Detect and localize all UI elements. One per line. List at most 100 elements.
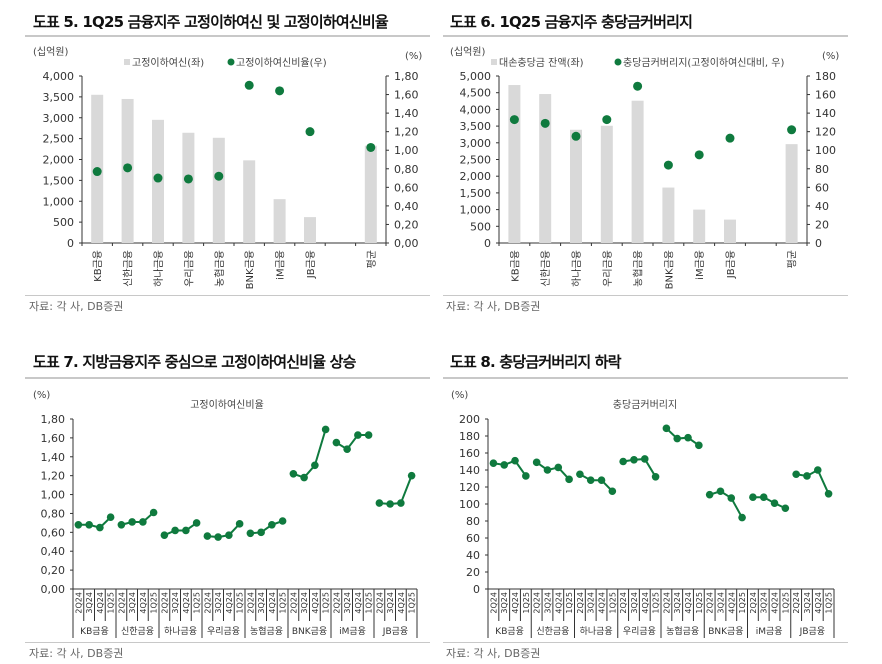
- left-tick-label: 2,000: [460, 170, 492, 183]
- quarter-label: 4Q24: [311, 592, 320, 614]
- quarter-label: 1Q25: [781, 592, 790, 614]
- right-tick-label: 1,00: [394, 144, 419, 157]
- quarter-label: 1Q25: [322, 592, 331, 614]
- data-point: [246, 529, 255, 538]
- group-label: KB금융: [80, 626, 109, 637]
- series-line: [796, 468, 830, 495]
- left-tick-label: 1,000: [43, 195, 75, 208]
- bar: [631, 100, 644, 243]
- chart6-bottom-rule: [443, 295, 848, 296]
- category-label: 하나금융: [152, 250, 165, 287]
- quarter-label: 1Q25: [565, 592, 574, 614]
- data-point: [305, 127, 315, 137]
- left-tick-label: 2,500: [43, 133, 75, 146]
- category-label: 농협금융: [213, 250, 226, 287]
- bar: [212, 137, 225, 243]
- quarter-label: 2Q24: [246, 592, 255, 614]
- category-label: 신한금융: [123, 250, 135, 287]
- quarter-label: 3Q24: [543, 592, 552, 614]
- left-tick-label: 3,000: [460, 137, 492, 150]
- bar: [693, 209, 706, 243]
- data-point: [149, 508, 158, 517]
- category-label: iM금융: [694, 250, 706, 280]
- series-line: [579, 473, 614, 492]
- left-tick-label: 3,500: [43, 91, 75, 104]
- data-point: [673, 434, 682, 443]
- quarter-label: 3Q24: [500, 592, 509, 614]
- quarter-label: 2Q24: [706, 592, 715, 614]
- chart5-title: 도표 5. 1Q25 금융지주 고정이하여신 및 고정이하여신비율: [33, 13, 389, 31]
- data-point: [576, 470, 584, 479]
- y-tick-label: 0,60: [41, 526, 66, 539]
- bar: [243, 160, 256, 243]
- y-tick-label: 1,00: [41, 489, 66, 502]
- quarter-label: 3Q24: [214, 592, 223, 614]
- chart5-bottom-rule: [25, 295, 430, 296]
- quarter-label: 4Q24: [554, 592, 563, 614]
- group-label: 농협금융: [666, 625, 699, 637]
- data-point: [106, 513, 115, 522]
- quarter-label: 4Q24: [641, 592, 650, 614]
- data-point: [268, 520, 276, 529]
- right-tick-label: 140: [815, 107, 836, 120]
- quarter-label: 2Q24: [533, 592, 542, 614]
- data-point: [278, 517, 287, 525]
- quarter-label: 2Q24: [74, 592, 83, 614]
- legend-bar-label: 고정이하여신(좌): [132, 56, 204, 69]
- group-label: iM금융: [339, 626, 366, 637]
- left-tick-label: 0: [484, 237, 491, 250]
- category-label: JB금융: [725, 250, 737, 279]
- y-tick-label: 140: [459, 464, 480, 477]
- right-tick-label: 40: [815, 200, 829, 213]
- chart-inner-title: 충당금커버리지: [613, 399, 677, 411]
- data-point: [694, 150, 704, 160]
- data-point: [619, 457, 627, 466]
- data-point: [321, 425, 330, 434]
- bar: [724, 219, 736, 243]
- data-point: [565, 475, 573, 484]
- right-tick-label: 80: [815, 163, 829, 176]
- data-point: [153, 173, 163, 183]
- y-tick-label: 1,80: [41, 413, 66, 426]
- legend-bar-swatch: [491, 59, 497, 65]
- y-tick-label: 80: [466, 515, 480, 528]
- bar: [508, 85, 521, 243]
- chart5-source: 자료: 각 사, DB증권: [29, 300, 124, 313]
- data-point: [725, 133, 735, 143]
- quarter-label: 2Q24: [619, 592, 628, 614]
- data-point: [738, 513, 746, 522]
- data-point: [214, 171, 224, 181]
- category-label: KB금융: [509, 250, 521, 282]
- data-point: [684, 433, 692, 442]
- data-point: [633, 81, 643, 91]
- right-tick-label: 1,80: [394, 70, 419, 83]
- data-point: [803, 472, 811, 480]
- data-point: [123, 163, 133, 173]
- bar: [364, 145, 377, 243]
- quarter-label: 1Q25: [365, 592, 374, 614]
- data-point: [770, 499, 779, 507]
- data-point: [640, 455, 649, 463]
- y-tick-label: 0,40: [41, 545, 66, 558]
- right-tick-label: 0,20: [394, 218, 419, 231]
- data-point: [662, 424, 671, 433]
- quarter-label: 2Q24: [160, 592, 169, 614]
- chart8-title-rule: [443, 377, 848, 379]
- data-point: [571, 131, 581, 141]
- data-point: [171, 526, 179, 535]
- bar: [570, 129, 582, 243]
- bar: [304, 217, 316, 243]
- data-point: [225, 531, 233, 539]
- right-unit-label: (%): [405, 51, 422, 62]
- group-label: JB금융: [799, 626, 825, 637]
- chart6-title: 도표 6. 1Q25 금융지주 충당금커버리지: [450, 13, 693, 31]
- quarter-label: 1Q25: [193, 592, 202, 614]
- data-point: [257, 528, 265, 537]
- category-label: BNK금융: [663, 250, 675, 289]
- y-tick-label: 1,40: [41, 451, 66, 464]
- left-tick-label: 1,000: [460, 204, 492, 217]
- y-tick-label: 20: [466, 566, 480, 579]
- left-tick-label: 4,000: [460, 103, 492, 116]
- quarter-label: 4Q24: [771, 592, 780, 614]
- category-label: 신한금융: [540, 250, 552, 287]
